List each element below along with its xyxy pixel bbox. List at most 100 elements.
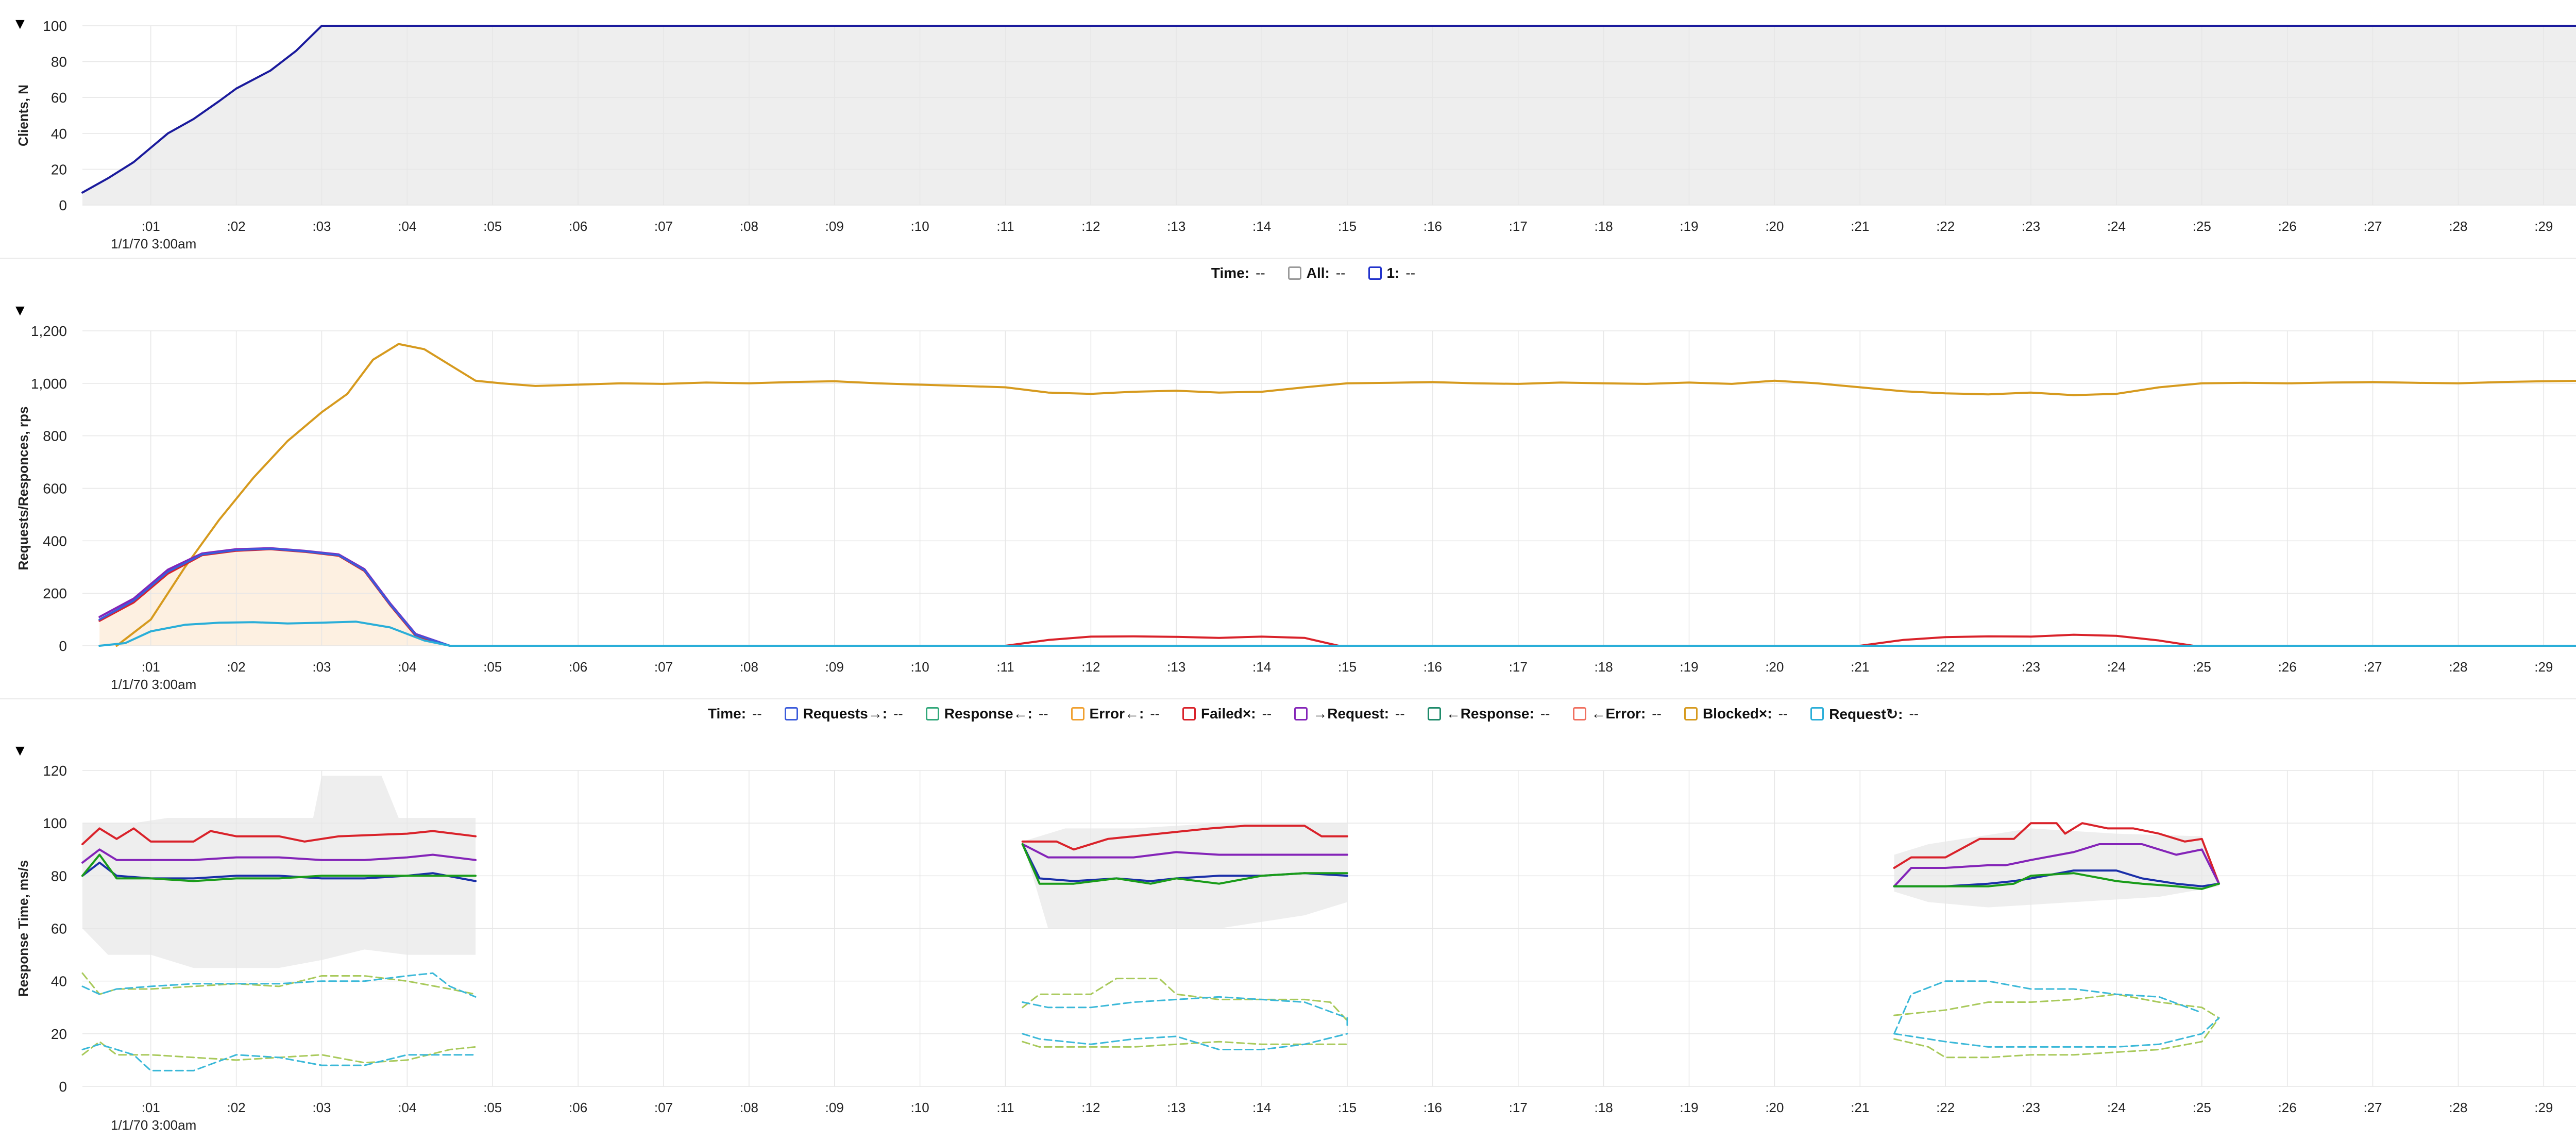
legend-time-value: -- xyxy=(1256,265,1265,281)
y-tick-label: 200 xyxy=(43,585,67,601)
legend-checkbox[interactable] xyxy=(1287,266,1301,280)
legend-item-label: 1: xyxy=(1386,265,1400,281)
x-tick-label: :10 xyxy=(911,1100,929,1115)
x-tick-label: :03 xyxy=(312,219,331,234)
legend-item-label: →Request: xyxy=(1313,706,1389,722)
x-tick-label: :09 xyxy=(825,219,844,234)
series-line xyxy=(1022,1033,1348,1050)
legend-checkbox[interactable] xyxy=(1810,707,1824,720)
y-tick-label: 40 xyxy=(51,974,67,990)
x-tick-label: :08 xyxy=(740,1100,758,1115)
legend-item-value: -- xyxy=(1038,706,1048,722)
y-tick-label: 0 xyxy=(59,197,67,213)
x-tick-label: :05 xyxy=(483,1100,502,1115)
legend-item[interactable]: Requests→: -- xyxy=(784,706,903,722)
y-tick-label: 60 xyxy=(51,921,67,937)
x-tick-label: :17 xyxy=(1509,659,1528,675)
series-line xyxy=(81,848,477,864)
legend-checkbox[interactable] xyxy=(1182,707,1196,720)
x-tick-label: :07 xyxy=(654,219,673,234)
x-tick-label: :18 xyxy=(1595,1100,1613,1115)
rps-chart: 0 200 400 600 800 1,000 1,200 Requests/Responce… xyxy=(15,323,2576,692)
legend-item[interactable]: ←Error: -- xyxy=(1572,706,1662,722)
x-tick-label: :20 xyxy=(1765,219,1784,234)
legend-item[interactable]: 1: -- xyxy=(1368,265,1415,281)
x-tick-label: :17 xyxy=(1509,1100,1528,1115)
series-line xyxy=(81,25,2576,194)
legend-item-label: ←Error: xyxy=(1591,706,1646,722)
series-line xyxy=(1893,869,2220,887)
y-axis-label: Requests/Responces, rps xyxy=(15,407,31,571)
x-tick-label: :23 xyxy=(2022,659,2040,675)
series-line xyxy=(81,972,477,995)
x-tick-label: :26 xyxy=(2278,219,2297,234)
legend-item-value: -- xyxy=(1778,706,1788,722)
series-line xyxy=(1893,980,2203,1035)
legend-clients: Time: -- All: -- 1: -- xyxy=(0,263,2576,283)
x-tick-label: :02 xyxy=(227,1100,246,1115)
legend-checkbox[interactable] xyxy=(1368,266,1382,280)
x-tick-label: :22 xyxy=(1936,659,1955,675)
series-line xyxy=(1022,1041,1348,1048)
x-tick-label: :14 xyxy=(1252,1100,1271,1115)
y-tick-label: 80 xyxy=(51,868,67,884)
series-line xyxy=(1022,978,1348,1021)
legend-rps: Time: -- Requests→: -- Response←: -- Error←: --… xyxy=(0,703,2576,724)
x-tick-label: :24 xyxy=(2107,219,2126,234)
legend-item-label: Failed×: xyxy=(1200,706,1256,722)
legend-item[interactable]: Failed×: -- xyxy=(1182,706,1272,722)
legend-item[interactable]: Error←: -- xyxy=(1071,706,1160,722)
x-tick-label: :16 xyxy=(1423,1100,1442,1115)
legend-item[interactable]: Request↻: -- xyxy=(1810,706,1919,723)
y-tick-label: 20 xyxy=(51,1026,67,1042)
x-tick-label: :11 xyxy=(996,1100,1014,1115)
y-axis-label: Response Time, ms/s xyxy=(15,860,31,997)
legend-item-label: Request↻: xyxy=(1829,706,1903,722)
series-line xyxy=(1022,996,1348,1027)
x-tick-label: :27 xyxy=(2363,219,2382,234)
legend-item[interactable]: →Request: -- xyxy=(1294,706,1405,722)
range-band xyxy=(82,26,2576,205)
legend-item[interactable]: Response←: -- xyxy=(925,706,1048,722)
x-tick-label: :12 xyxy=(1081,659,1100,675)
y-tick-label: 60 xyxy=(51,90,67,106)
range-band xyxy=(99,548,450,646)
legend-checkbox[interactable] xyxy=(925,707,939,720)
collapse-toggle-rps[interactable]: ▼ xyxy=(12,302,28,319)
series-line xyxy=(1893,872,2220,890)
legend-checkbox[interactable] xyxy=(1294,707,1308,720)
legend-item-value: -- xyxy=(1395,706,1405,722)
collapse-toggle-response-time[interactable]: ▼ xyxy=(12,742,28,759)
legend-item[interactable]: ←Response: -- xyxy=(1427,706,1550,722)
series-line xyxy=(98,621,2576,647)
legend-item-value: -- xyxy=(1909,706,1919,722)
x-tick-label: :21 xyxy=(1851,219,1869,234)
legend-checkbox[interactable] xyxy=(1684,707,1698,720)
y-tick-label: 40 xyxy=(51,126,67,142)
x-tick-label: :06 xyxy=(569,219,587,234)
collapse-toggle-clients[interactable]: ▼ xyxy=(12,15,28,32)
x-tick-label: :19 xyxy=(1680,219,1698,234)
x-tick-label: :29 xyxy=(2534,659,2553,675)
x-tick-label: :07 xyxy=(654,1100,673,1115)
x-tick-label: :13 xyxy=(1167,659,1185,675)
legend-checkbox[interactable] xyxy=(1071,707,1084,720)
x-tick-label: :27 xyxy=(2363,659,2382,675)
legend-item-label: ←Response: xyxy=(1446,706,1534,722)
legend-checkbox[interactable] xyxy=(1572,707,1586,720)
x-date-label: 1/1/70 3:00am xyxy=(111,1117,196,1133)
legend-item-value: -- xyxy=(1540,706,1550,722)
x-tick-label: :06 xyxy=(569,659,587,675)
legend-item[interactable]: Blocked×: -- xyxy=(1684,706,1788,722)
x-tick-label: :13 xyxy=(1167,1100,1185,1115)
legend-item[interactable]: All: -- xyxy=(1287,265,1346,281)
legend-checkbox[interactable] xyxy=(1427,707,1441,720)
x-tick-label: :26 xyxy=(2278,659,2297,675)
x-tick-label: :06 xyxy=(569,1100,587,1115)
series-line xyxy=(98,547,451,647)
legend-checkbox[interactable] xyxy=(784,707,798,720)
series-line xyxy=(1021,825,1348,851)
legend-item-label: Requests→: xyxy=(803,706,888,722)
x-tick-label: :04 xyxy=(398,659,416,675)
x-tick-label: :09 xyxy=(825,1100,844,1115)
